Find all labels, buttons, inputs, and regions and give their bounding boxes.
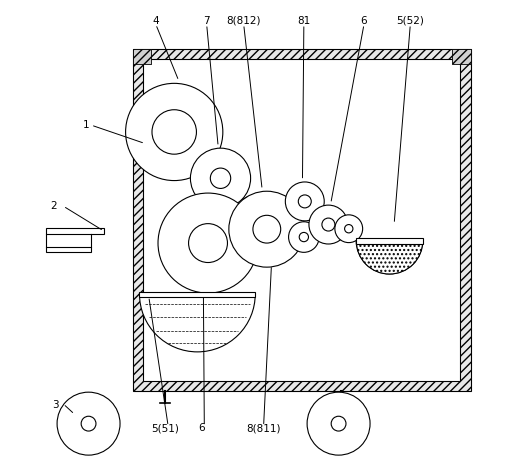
Text: 3: 3 bbox=[52, 400, 59, 410]
Text: 6: 6 bbox=[361, 16, 367, 26]
Bar bbox=[133, 49, 151, 64]
Text: 5(52): 5(52) bbox=[396, 16, 424, 26]
Circle shape bbox=[190, 148, 251, 208]
Bar bbox=[46, 247, 91, 252]
Circle shape bbox=[229, 191, 305, 267]
Bar bbox=[133, 49, 470, 391]
Circle shape bbox=[322, 218, 335, 231]
Circle shape bbox=[307, 392, 370, 455]
Text: 4: 4 bbox=[152, 16, 159, 26]
Text: 6: 6 bbox=[199, 423, 205, 433]
Wedge shape bbox=[140, 294, 255, 352]
Text: 8(811): 8(811) bbox=[247, 423, 281, 433]
Bar bbox=[46, 228, 104, 234]
Bar bbox=[140, 292, 255, 297]
Circle shape bbox=[158, 193, 258, 293]
Circle shape bbox=[152, 110, 196, 154]
Circle shape bbox=[253, 215, 281, 243]
Circle shape bbox=[331, 416, 346, 431]
Text: 2: 2 bbox=[51, 201, 57, 211]
Bar bbox=[356, 238, 423, 244]
Wedge shape bbox=[356, 241, 423, 274]
Circle shape bbox=[125, 83, 223, 181]
Text: 1: 1 bbox=[83, 120, 89, 130]
Circle shape bbox=[211, 168, 231, 188]
Circle shape bbox=[299, 232, 308, 242]
Bar bbox=[452, 49, 470, 64]
Text: 8(812): 8(812) bbox=[226, 16, 261, 26]
Circle shape bbox=[289, 222, 319, 252]
Circle shape bbox=[285, 182, 324, 221]
Circle shape bbox=[298, 195, 311, 208]
Circle shape bbox=[344, 225, 353, 233]
Circle shape bbox=[335, 215, 363, 243]
Text: 7: 7 bbox=[203, 16, 210, 26]
Text: 5(51): 5(51) bbox=[151, 423, 179, 433]
Circle shape bbox=[81, 416, 96, 431]
Circle shape bbox=[57, 392, 120, 455]
Text: 81: 81 bbox=[297, 16, 311, 26]
Circle shape bbox=[309, 205, 348, 244]
Circle shape bbox=[188, 224, 227, 263]
Bar bbox=[143, 59, 460, 381]
